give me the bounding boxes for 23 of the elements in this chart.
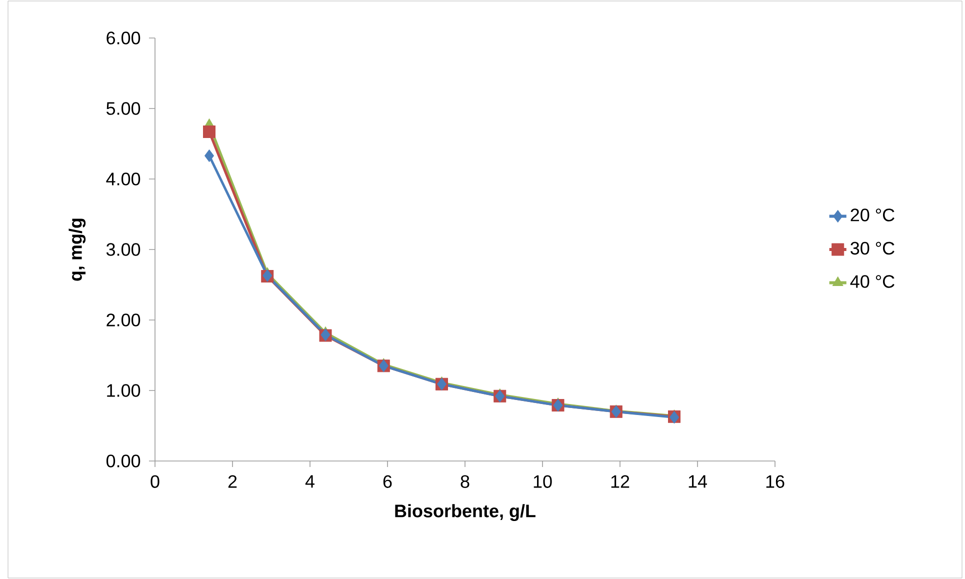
y-tick-label: 2.00 bbox=[106, 314, 140, 326]
x-tick-label: 14 bbox=[688, 475, 707, 488]
y-tick-label: 1.00 bbox=[107, 384, 140, 397]
y-tick-label: 0.00 bbox=[106, 454, 140, 468]
legend-label: 20 °C bbox=[850, 208, 894, 222]
y-axis-title: q, mg/g bbox=[68, 218, 86, 281]
legend-label: 40 °C bbox=[850, 275, 894, 288]
x-tick-label: 12 bbox=[611, 475, 630, 488]
x-tick-label: 0 bbox=[150, 475, 160, 488]
x-axis-title: Biosorbente, g/L bbox=[395, 504, 536, 521]
x-tick-label: 2 bbox=[228, 475, 237, 488]
x-tick-label: 8 bbox=[460, 475, 470, 488]
x-tick-label: 6 bbox=[383, 475, 392, 488]
point bbox=[203, 126, 216, 138]
y-tick-label: 5.00 bbox=[106, 102, 140, 115]
point bbox=[204, 149, 214, 162]
y-tick-label: 6.00 bbox=[106, 32, 140, 44]
legend-label: 30 °C bbox=[850, 242, 894, 255]
y-tick-label: 4.00 bbox=[106, 172, 140, 186]
y-tick-label: 3.00 bbox=[106, 243, 140, 256]
x-tick-label: 4 bbox=[305, 475, 314, 488]
x-tick-label: 10 bbox=[534, 475, 552, 488]
x-tick-label: 16 bbox=[766, 475, 784, 488]
